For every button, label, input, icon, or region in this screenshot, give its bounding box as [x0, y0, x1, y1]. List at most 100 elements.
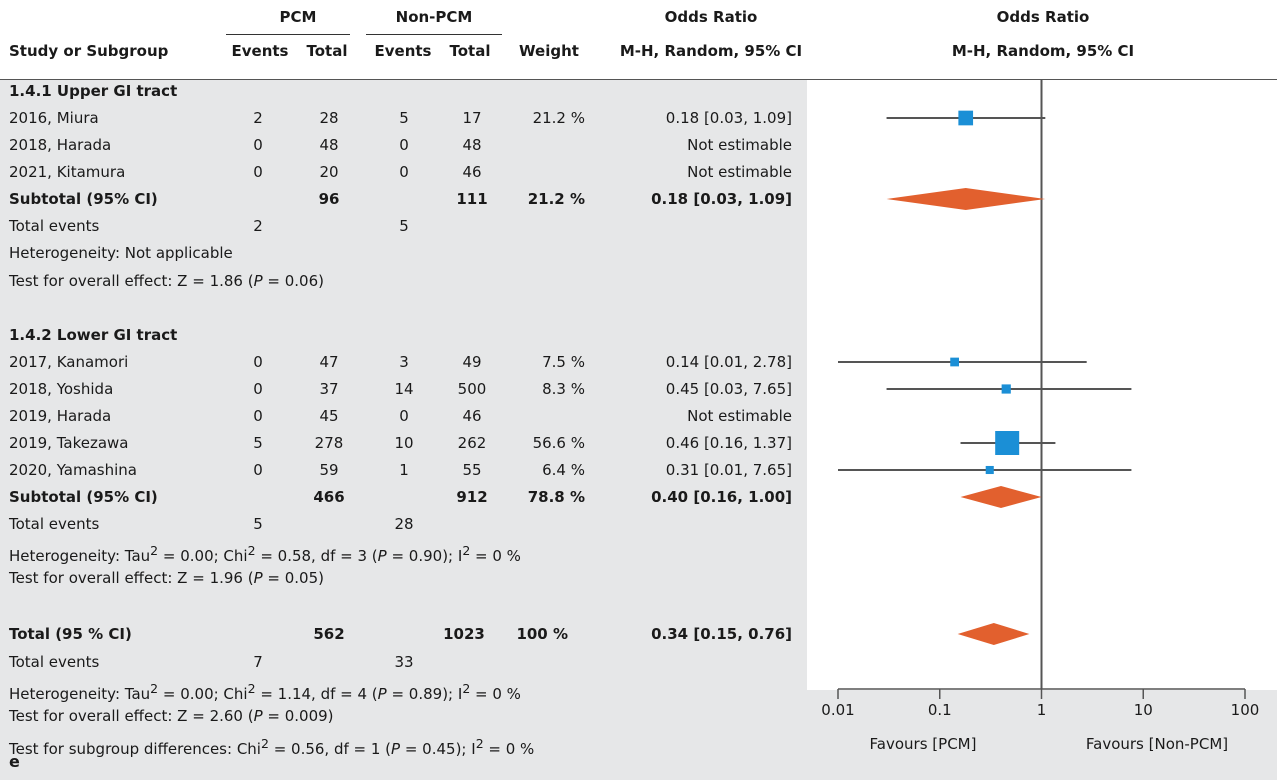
total1-cell: 59: [319, 461, 339, 479]
total-events1: 2: [253, 217, 263, 235]
subtotal-total1: 466: [313, 488, 345, 506]
overall-effect-text: Test for overall effect: Z = 2.60 (P = 0…: [9, 707, 334, 725]
subgroup-title: 1.4.2 Lower GI tract: [9, 326, 178, 344]
x-tick-label: 10: [1134, 701, 1153, 719]
total2-cell: 46: [462, 407, 482, 425]
study-name: 2017, Kanamori: [9, 353, 129, 371]
heterogeneity-text: Heterogeneity: Tau2 = 0.00; Chi2 = 0.58,…: [9, 543, 521, 565]
ci-cell: Not estimable: [687, 407, 792, 425]
study-square: [950, 357, 959, 367]
ci-cell: Not estimable: [687, 163, 792, 181]
study-square: [995, 431, 1020, 455]
events1-cell: 0: [253, 461, 263, 479]
heterogeneity-text: Heterogeneity: Not applicable: [9, 244, 233, 262]
study-name: 2020, Yamashina: [9, 461, 137, 479]
or-plot-method-header: M-H, Random, 95% CI: [951, 42, 1135, 60]
study-square: [1001, 384, 1011, 394]
total1-cell: 47: [319, 353, 339, 371]
events1-cell: 0: [253, 163, 263, 181]
study-name: 2018, Yoshida: [9, 380, 114, 398]
weight-cell: 8.3 %: [542, 380, 585, 398]
favours-left-label: Favours [PCM]: [869, 735, 977, 753]
overall-effect-text: Test for overall effect: Z = 1.86 (P = 0…: [9, 272, 324, 290]
study-square: [985, 465, 994, 475]
events2-cell: 0: [399, 163, 409, 181]
ci-cell: 0.46 [0.16, 1.37]: [665, 434, 792, 452]
subtotal-total1: 96: [318, 190, 340, 208]
subgroup-diff-text: Test for subgroup differences: Chi2 = 0.…: [9, 736, 535, 758]
total2-cell: 17: [462, 109, 482, 127]
total-events2: 5: [399, 217, 409, 235]
total1-cell: 28: [319, 109, 339, 127]
ci-cell: 0.31 [0.01, 7.65]: [665, 461, 792, 479]
or-table-method-header: M-H, Random, 95% CI: [619, 42, 803, 60]
group1-underline: [226, 34, 350, 35]
study-name: 2019, Takezawa: [9, 434, 129, 452]
subtotal-weight: 21.2 %: [527, 190, 585, 208]
total2-cell: 49: [462, 353, 482, 371]
total-total1: 562: [313, 625, 345, 643]
heterogeneity-text: Heterogeneity: Tau2 = 0.00; Chi2 = 1.14,…: [9, 681, 521, 703]
x-tick-label: 100: [1231, 701, 1260, 719]
ci-cell: 0.45 [0.03, 7.65]: [665, 380, 792, 398]
or-table-header: Odds Ratio: [664, 8, 758, 26]
weight-cell: 6.4 %: [542, 461, 585, 479]
ci-cell: 0.14 [0.01, 2.78]: [665, 353, 792, 371]
events1-cell: 0: [253, 136, 263, 154]
events1-cell: 5: [253, 434, 263, 452]
x-tick-label: 0.1: [928, 701, 952, 719]
subtotal-total2: 912: [456, 488, 488, 506]
subtotal-weight: 78.8 %: [527, 488, 585, 506]
total1-cell: 45: [319, 407, 339, 425]
events1-cell: 2: [253, 109, 263, 127]
subtotal-label: Subtotal (95% CI): [9, 488, 158, 506]
total1-cell: 278: [314, 434, 344, 452]
subtotal-total2: 111: [456, 190, 488, 208]
events1-header: Events: [231, 42, 289, 60]
group2-header: Non-PCM: [395, 8, 473, 26]
total2-cell: 46: [462, 163, 482, 181]
total2-cell: 262: [457, 434, 487, 452]
study-name: 2016, Miura: [9, 109, 99, 127]
subgroup-title: 1.4.1 Upper GI tract: [9, 82, 178, 100]
total-ci: 0.34 [0.15, 0.76]: [651, 625, 792, 643]
total-weight: 100 %: [516, 625, 568, 643]
total2-header: Total: [449, 42, 491, 60]
favours-right-label: Favours [Non-PCM]: [1085, 735, 1229, 753]
or-plot-header: Odds Ratio: [996, 8, 1090, 26]
subtotal-label: Subtotal (95% CI): [9, 190, 158, 208]
total1-cell: 48: [319, 136, 339, 154]
events2-cell: 0: [399, 136, 409, 154]
weight-cell: 7.5 %: [542, 353, 585, 371]
total-total2: 1023: [443, 625, 485, 643]
total-events1: 7: [253, 653, 263, 671]
events2-cell: 14: [394, 380, 414, 398]
ci-cell: 0.18 [0.03, 1.09]: [665, 109, 792, 127]
events2-cell: 1: [399, 461, 409, 479]
x-tick-label: 0.01: [821, 701, 854, 719]
x-tick-label: 1: [1037, 701, 1047, 719]
ci-cell: Not estimable: [687, 136, 792, 154]
events1-cell: 0: [253, 380, 263, 398]
total2-cell: 500: [457, 380, 487, 398]
events2-cell: 5: [399, 109, 409, 127]
total-events2: 28: [394, 515, 414, 533]
subtotal-ci: 0.40 [0.16, 1.00]: [651, 488, 792, 506]
study-square: [958, 110, 974, 126]
weight-cell: 21.2 %: [532, 109, 585, 127]
events2-cell: 3: [399, 353, 409, 371]
total-label: Total (95 % CI): [9, 625, 132, 643]
study-name: 2019, Harada: [9, 407, 112, 425]
events1-cell: 0: [253, 353, 263, 371]
subtotal-ci: 0.18 [0.03, 1.09]: [651, 190, 792, 208]
pooled-diamond: [957, 623, 1030, 645]
pooled-diamond: [886, 188, 1046, 210]
total-events-label: Total events: [9, 217, 100, 235]
study-header: Study or Subgroup: [9, 42, 169, 60]
total2-cell: 55: [462, 461, 482, 479]
header-band: [0, 0, 1277, 80]
weight-cell: 56.6 %: [532, 434, 585, 452]
total1-header: Total: [306, 42, 348, 60]
group1-header: PCM: [279, 8, 317, 26]
